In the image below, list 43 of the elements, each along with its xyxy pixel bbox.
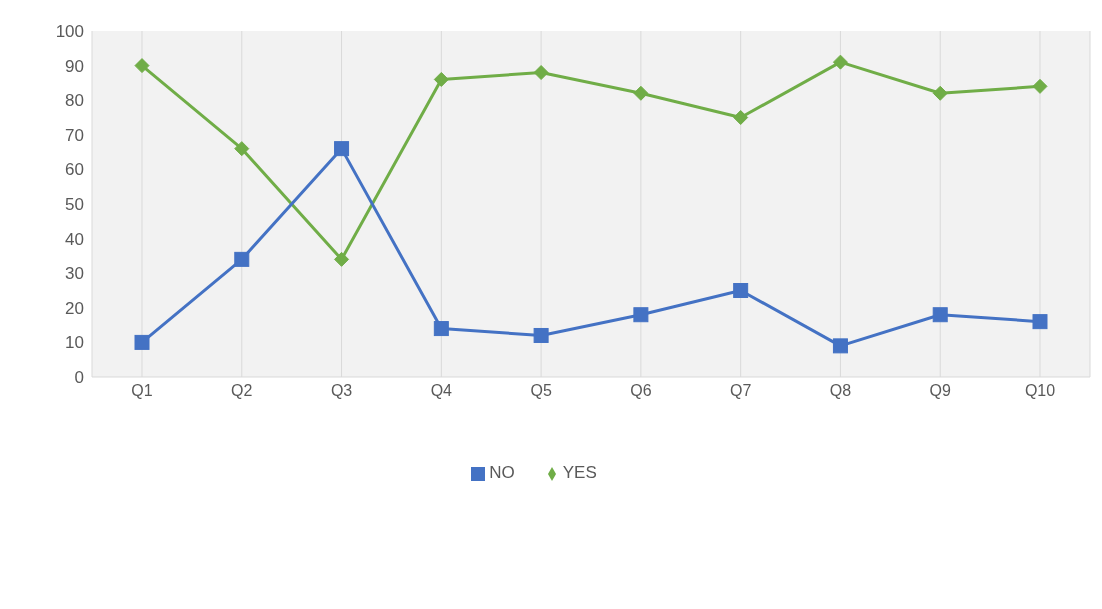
y-tick-label: 70 bbox=[65, 125, 84, 145]
point bbox=[134, 58, 150, 74]
point bbox=[832, 338, 848, 354]
y-tick-label: 10 bbox=[65, 333, 84, 353]
legend-label: YES bbox=[562, 463, 597, 482]
point bbox=[134, 334, 150, 350]
x-tick-label: Q10 bbox=[1024, 382, 1056, 400]
y-tick-label: 30 bbox=[65, 264, 84, 284]
point bbox=[1032, 78, 1048, 94]
y-tick-label: 100 bbox=[55, 22, 84, 42]
point bbox=[433, 321, 449, 337]
y-tick-label: 0 bbox=[74, 368, 84, 388]
point bbox=[832, 54, 848, 70]
point bbox=[234, 251, 250, 267]
x-tick-label: Q5 bbox=[530, 382, 552, 400]
y-tick-label: 40 bbox=[65, 229, 84, 249]
point bbox=[733, 283, 749, 298]
y-tick-label: 90 bbox=[65, 56, 84, 76]
x-tick-label: Q2 bbox=[231, 382, 253, 400]
x-tick-label: Q7 bbox=[729, 382, 752, 400]
y-tick-label: 60 bbox=[65, 160, 84, 180]
point bbox=[334, 251, 350, 267]
point bbox=[932, 85, 948, 101]
point bbox=[433, 71, 449, 87]
y-tick-label: 80 bbox=[65, 91, 84, 111]
point bbox=[533, 65, 549, 81]
x-tick-label: Q9 bbox=[929, 382, 951, 400]
point bbox=[932, 307, 948, 323]
point bbox=[733, 110, 749, 125]
point bbox=[633, 307, 649, 323]
x-tick-label: Q8 bbox=[829, 382, 852, 400]
x-tick-label: Q1 bbox=[131, 382, 153, 400]
x-tick-label: Q6 bbox=[630, 382, 652, 400]
point bbox=[334, 141, 350, 157]
point bbox=[234, 141, 250, 157]
x-tick-label: Q4 bbox=[430, 382, 453, 400]
y-tick-label: 20 bbox=[65, 298, 84, 318]
x-tick-label: Q3 bbox=[330, 382, 353, 400]
legend-label: NO bbox=[489, 463, 515, 482]
point bbox=[533, 327, 549, 343]
y-tick-label: 50 bbox=[65, 195, 84, 215]
point bbox=[1032, 314, 1048, 330]
point bbox=[633, 85, 649, 101]
